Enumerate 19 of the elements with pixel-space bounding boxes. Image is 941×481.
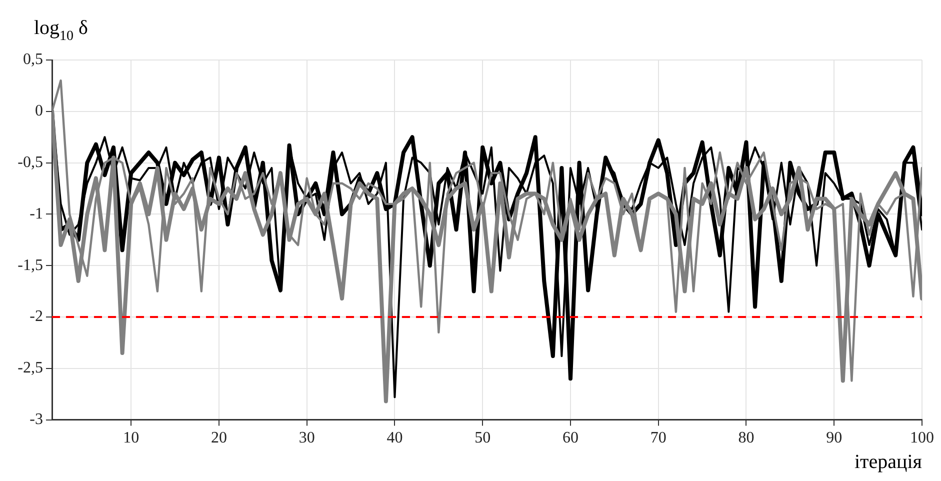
x-tick-label: 30 bbox=[298, 430, 315, 447]
x-tick-label: 60 bbox=[562, 430, 578, 447]
x-tick-label: 90 bbox=[826, 430, 842, 447]
y-tick-label: -1 bbox=[30, 205, 43, 222]
x-tick-label: 80 bbox=[738, 430, 754, 447]
y-tick-label: 0 bbox=[35, 102, 43, 120]
x-tick-label: 20 bbox=[210, 430, 227, 447]
x-tick-label: 40 bbox=[386, 430, 403, 447]
y-tick-label: -0,5 bbox=[18, 154, 43, 172]
x-tick-label: 100 bbox=[910, 430, 934, 447]
y-tick-label: -2,5 bbox=[18, 360, 43, 377]
x-tick-label: 50 bbox=[474, 430, 491, 447]
x-tick-label: 10 bbox=[123, 430, 140, 447]
x-tick-label: 70 bbox=[650, 430, 666, 447]
y-tick-label: -2 bbox=[30, 308, 43, 326]
x-axis-title: ітерація bbox=[854, 450, 922, 473]
y-tick-label: -3 bbox=[30, 411, 43, 428]
y-tick-label: -1,5 bbox=[18, 256, 43, 274]
y-tick-label: 0,5 bbox=[23, 51, 43, 68]
